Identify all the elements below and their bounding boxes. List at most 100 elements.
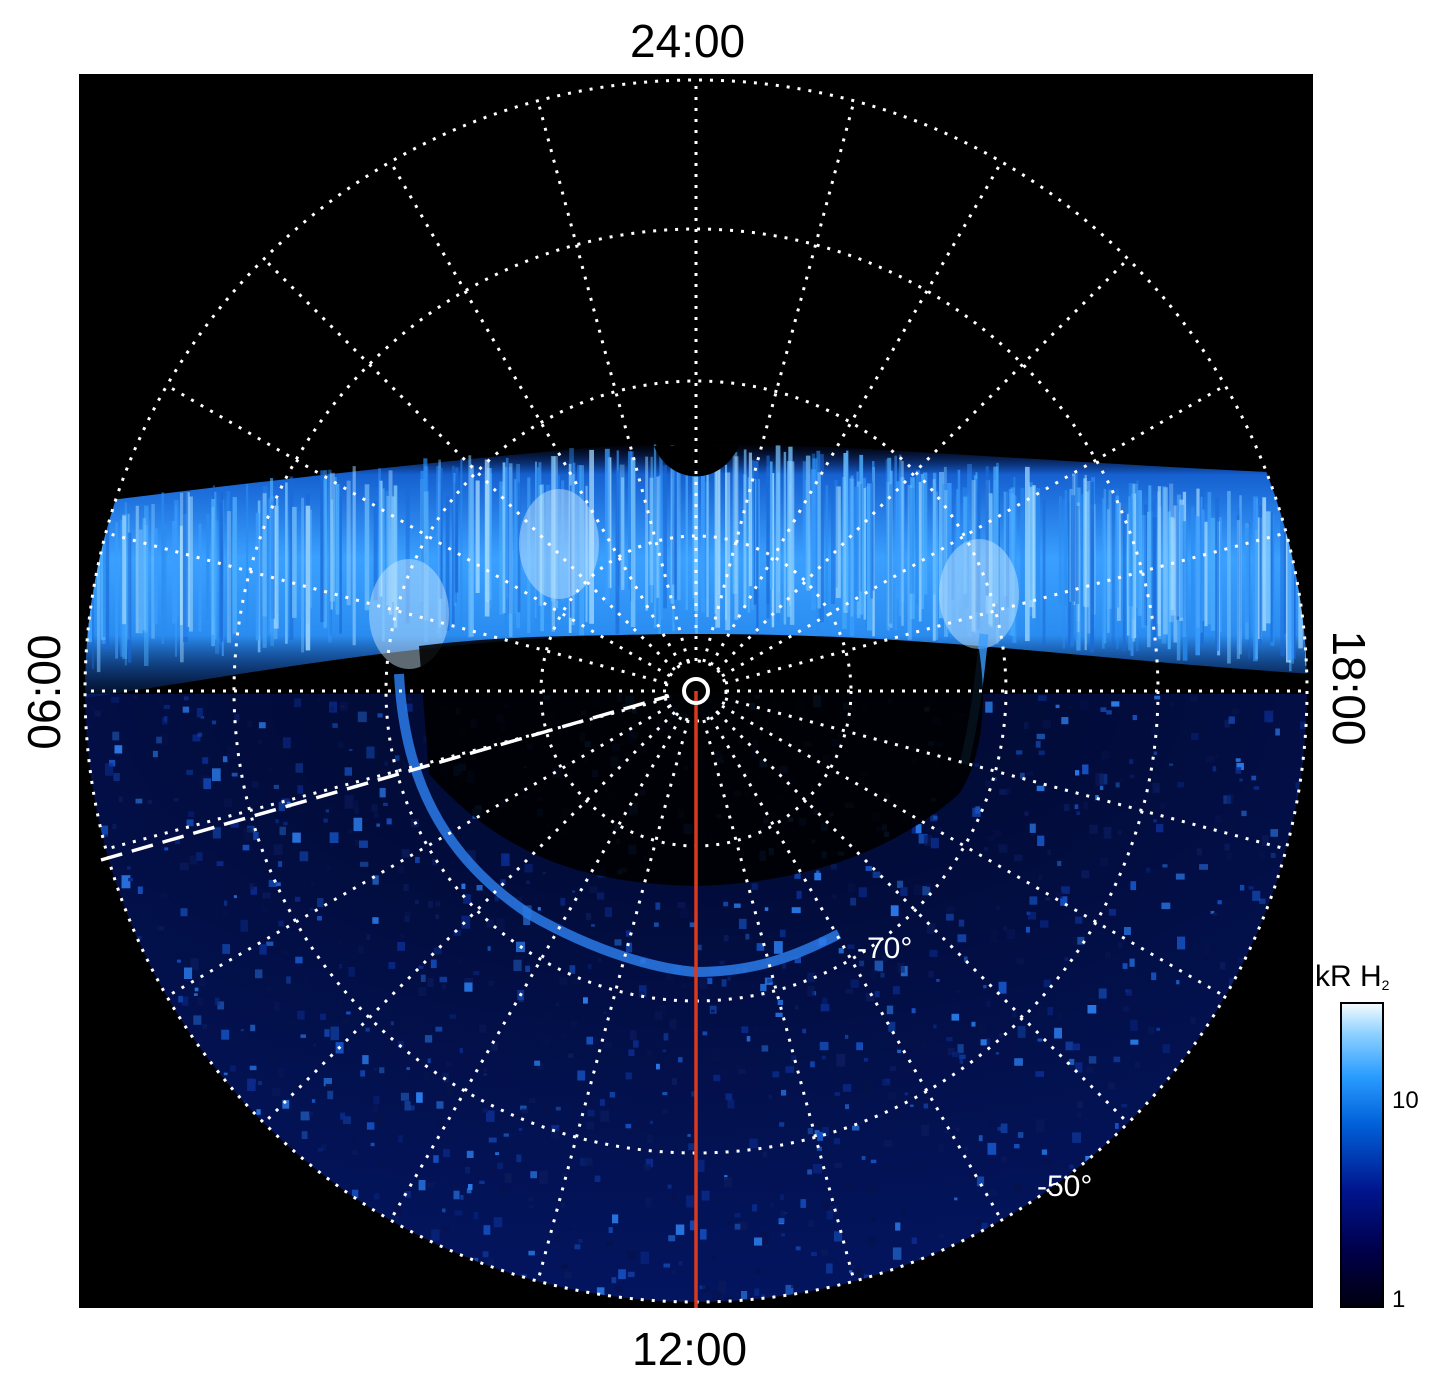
speckle [999, 1032, 1003, 1038]
speckle [1270, 852, 1276, 858]
speckle [433, 1155, 439, 1163]
speckle [645, 1158, 654, 1168]
speckle [374, 1067, 378, 1071]
speckle [1060, 896, 1068, 906]
speckle [1291, 1182, 1299, 1189]
speckle [791, 1301, 798, 1302]
speckle [1261, 1274, 1267, 1280]
speckle [1058, 1290, 1067, 1297]
speckle [1177, 782, 1184, 788]
speckle [340, 1112, 346, 1120]
speckle [822, 997, 828, 1006]
streak [1020, 487, 1025, 604]
speckle [454, 1210, 463, 1216]
speckle [282, 737, 291, 749]
speckle [614, 939, 622, 946]
speckle [230, 1065, 236, 1072]
speckle [1129, 958, 1135, 967]
speckle [1240, 884, 1245, 891]
speckle [630, 1030, 637, 1040]
speckle [605, 1240, 613, 1246]
speckle [186, 819, 194, 827]
speckle [625, 930, 631, 937]
speckle [1170, 1255, 1176, 1263]
speckle [1202, 1120, 1207, 1123]
speckle [856, 1267, 863, 1277]
speckle [1282, 1210, 1288, 1215]
speckle [340, 702, 348, 712]
speckle [847, 944, 855, 949]
speckle [1015, 1216, 1021, 1222]
speckle [1014, 1183, 1022, 1191]
speckle [153, 1275, 158, 1282]
speckle [427, 978, 434, 987]
speckle [1276, 1160, 1281, 1165]
speckle [257, 740, 263, 744]
speckle [779, 1122, 785, 1127]
speckle [738, 918, 747, 929]
speckle [978, 1135, 983, 1142]
speckle [119, 967, 126, 973]
speckle [955, 1127, 960, 1132]
speckle [686, 1195, 694, 1208]
speckle [255, 969, 263, 979]
speckle [413, 1275, 422, 1286]
speckle [861, 1156, 866, 1160]
streak [585, 485, 588, 623]
streak [1062, 499, 1065, 649]
speckle [1229, 1179, 1236, 1186]
speckle [1086, 1282, 1095, 1291]
speckle [874, 960, 884, 972]
speckle [1162, 1044, 1170, 1054]
speckle [929, 949, 938, 957]
speckle [1106, 1219, 1113, 1225]
speckle [121, 875, 131, 889]
noon-local-time-label: 12:00 [632, 1323, 748, 1375]
speckle [1170, 1119, 1175, 1123]
speckle [812, 1164, 822, 1174]
speckle [1273, 1299, 1281, 1302]
speckle [105, 1091, 113, 1100]
speckle [212, 768, 221, 782]
speckle [1156, 1027, 1160, 1031]
speckle [170, 1051, 174, 1053]
speckle [568, 1227, 574, 1230]
streak [135, 505, 139, 634]
speckle [1098, 988, 1107, 999]
speckle [479, 1025, 487, 1034]
speckle [85, 1283, 88, 1291]
speckle [271, 1164, 275, 1167]
speckle [698, 977, 708, 990]
speckle [364, 1301, 371, 1302]
streak [867, 483, 872, 631]
speckle [354, 808, 359, 814]
streak [262, 502, 267, 648]
speckle [1130, 881, 1137, 891]
speckle [671, 1078, 677, 1085]
streak [734, 456, 739, 620]
speckle [1130, 1019, 1138, 1031]
speckle [836, 1053, 846, 1067]
speckle [960, 1088, 965, 1092]
speckle [608, 1227, 613, 1233]
speckle [551, 1125, 560, 1132]
streak [834, 479, 838, 588]
streak [545, 484, 550, 624]
streak [1086, 481, 1091, 634]
speckle [615, 1285, 623, 1293]
streak [715, 469, 721, 628]
speckle [459, 1257, 465, 1265]
speckle [347, 1227, 355, 1236]
streak [615, 469, 620, 635]
streak [811, 469, 816, 610]
streak [405, 483, 410, 624]
streak [329, 497, 332, 636]
speckle [216, 861, 224, 867]
speckle [524, 864, 533, 873]
speckle [223, 900, 228, 906]
streak [535, 467, 540, 626]
speckle [182, 1037, 191, 1047]
speckle [463, 1272, 469, 1280]
speckle [1163, 1067, 1170, 1074]
speckle [921, 1124, 929, 1137]
